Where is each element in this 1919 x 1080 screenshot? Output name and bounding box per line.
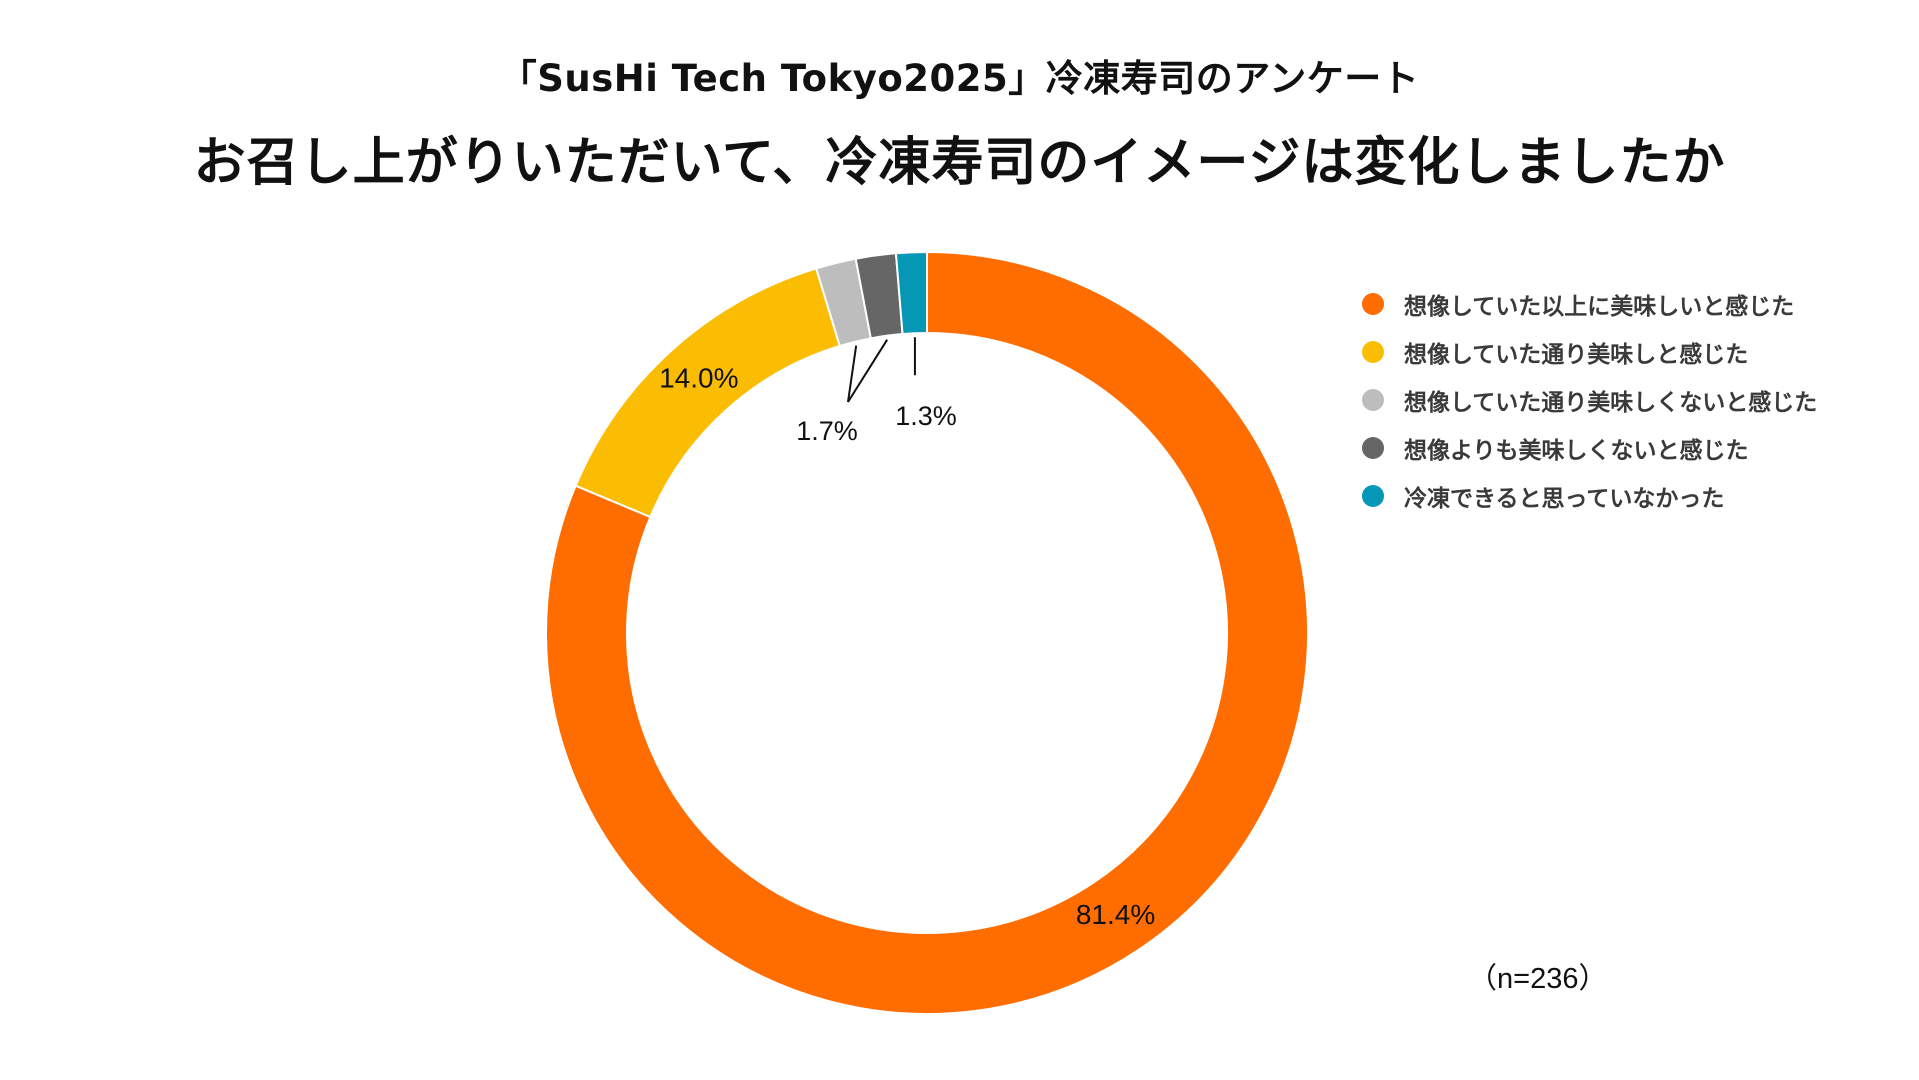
label-leader-line bbox=[847, 339, 889, 403]
slice-value-label: 14.0% bbox=[659, 363, 738, 394]
slice-value-label: 81.4% bbox=[1076, 899, 1155, 930]
legend-label: 想像していた通り美味しと感じた bbox=[1404, 342, 1749, 368]
sample-size-note: （n=236） bbox=[1468, 963, 1608, 995]
legend-label: 冷凍できると思っていなかった bbox=[1404, 486, 1725, 512]
legend-swatch-icon bbox=[1362, 485, 1384, 507]
legend-label: 想像していた通り美味しくないと感じた bbox=[1404, 390, 1818, 416]
legend-item: 想像よりも美味しくないと感じた bbox=[1362, 424, 1902, 472]
slice-value-label: 1.7% bbox=[796, 416, 858, 446]
slice-value-label: 1.3% bbox=[895, 401, 957, 431]
legend-item: 想像していた通り美味しくないと感じた bbox=[1362, 376, 1902, 424]
legend-item: 冷凍できると思っていなかった bbox=[1362, 472, 1902, 520]
label-leader-line bbox=[847, 345, 858, 403]
donut-slices bbox=[545, 250, 1309, 1015]
legend-label: 想像よりも美味しくないと感じた bbox=[1404, 438, 1749, 464]
chart-subtitle: 「SusHi Tech Tokyo2025」冷凍寿司のアンケート bbox=[499, 57, 1420, 100]
legend-item: 想像していた以上に美味しいと感じた bbox=[1362, 280, 1902, 328]
chart-legend: 想像していた以上に美味しいと感じた 想像していた通り美味しと感じた 想像していた… bbox=[1362, 280, 1902, 520]
legend-swatch-icon bbox=[1362, 437, 1384, 459]
donut-slice bbox=[545, 250, 1309, 1015]
legend-item: 想像していた通り美味しと感じた bbox=[1362, 328, 1902, 376]
legend-swatch-icon bbox=[1362, 389, 1384, 411]
legend-swatch-icon bbox=[1362, 341, 1384, 363]
donut-labels: 81.4% 14.0% 1.7% 1.3% bbox=[659, 337, 1155, 930]
donut-slice bbox=[894, 250, 928, 336]
legend-swatch-icon bbox=[1362, 293, 1384, 315]
legend-label: 想像していた以上に美味しいと感じた bbox=[1404, 294, 1795, 320]
chart-title: お召し上がりいただいて、冷凍寿司のイメージは変化しましたか bbox=[193, 133, 1726, 193]
